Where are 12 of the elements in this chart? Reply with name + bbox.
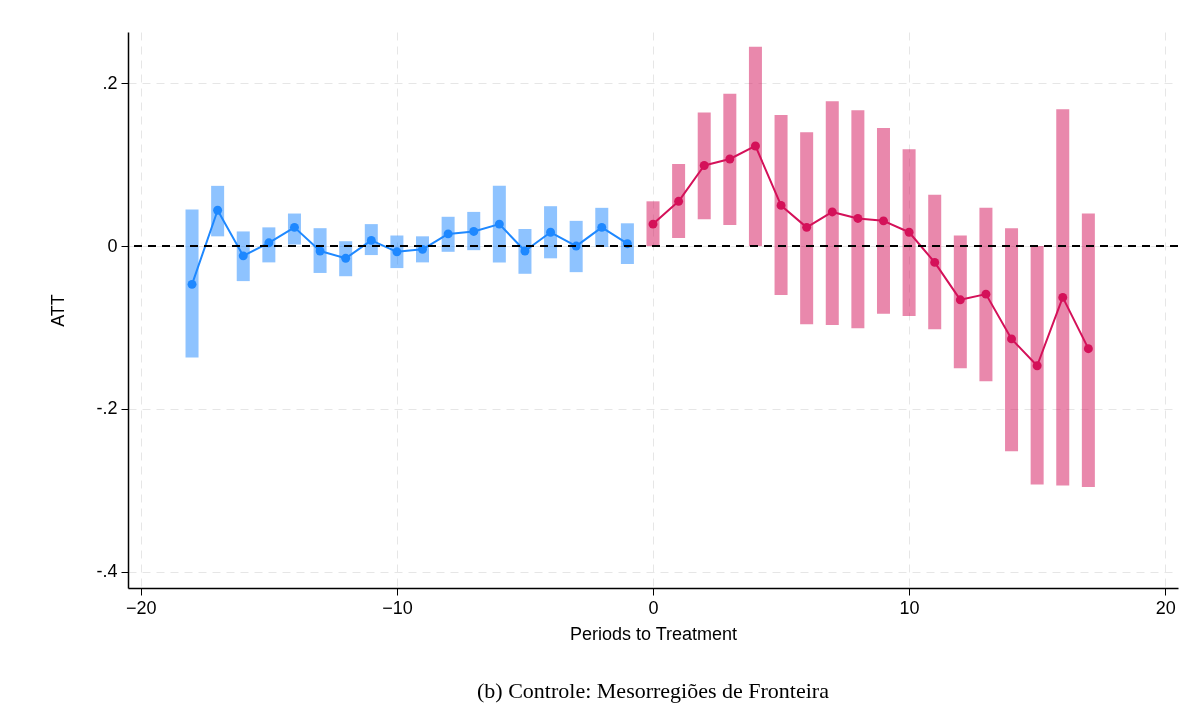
x-tick-label: −10	[382, 597, 413, 618]
y-tick-label: .2	[102, 72, 118, 93]
x-axis-title: Periods to Treatment	[569, 623, 738, 644]
x-tick-label: 20	[1155, 597, 1176, 618]
y-axis-title: ATT	[48, 294, 69, 327]
y-tick-label: 0	[107, 235, 118, 256]
x-tick-label: 10	[899, 597, 920, 618]
y-tick-label: -.4	[96, 561, 118, 582]
x-tick-label: 0	[648, 597, 659, 618]
x-tick-label: −20	[126, 597, 157, 618]
y-tick-label: -.2	[96, 398, 118, 419]
text: (b) Controle: Mesorregiões de Fronteira	[477, 678, 830, 703]
